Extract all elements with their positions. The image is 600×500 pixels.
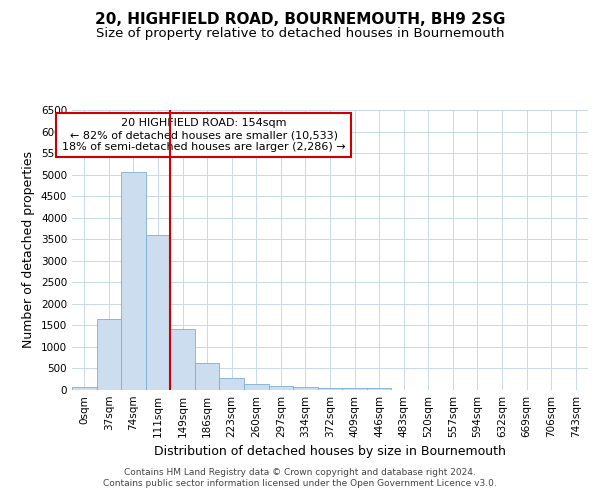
Bar — [342, 388, 367, 390]
Text: 20 HIGHFIELD ROAD: 154sqm
← 82% of detached houses are smaller (10,533)
18% of s: 20 HIGHFIELD ROAD: 154sqm ← 82% of detac… — [62, 118, 346, 152]
Text: Size of property relative to detached houses in Bournemouth: Size of property relative to detached ho… — [96, 28, 504, 40]
Bar — [97, 319, 121, 390]
Bar — [318, 388, 342, 390]
Bar — [220, 378, 244, 390]
Bar — [195, 364, 220, 390]
Bar — [269, 386, 293, 390]
Bar — [121, 172, 146, 390]
Bar — [146, 235, 170, 390]
Bar — [367, 388, 391, 390]
Text: 20, HIGHFIELD ROAD, BOURNEMOUTH, BH9 2SG: 20, HIGHFIELD ROAD, BOURNEMOUTH, BH9 2SG — [95, 12, 505, 28]
Bar — [72, 387, 97, 390]
Bar — [293, 387, 318, 390]
X-axis label: Distribution of detached houses by size in Bournemouth: Distribution of detached houses by size … — [154, 446, 506, 458]
Y-axis label: Number of detached properties: Number of detached properties — [22, 152, 35, 348]
Bar — [244, 384, 269, 390]
Bar — [170, 329, 195, 390]
Text: Contains HM Land Registry data © Crown copyright and database right 2024.
Contai: Contains HM Land Registry data © Crown c… — [103, 468, 497, 487]
